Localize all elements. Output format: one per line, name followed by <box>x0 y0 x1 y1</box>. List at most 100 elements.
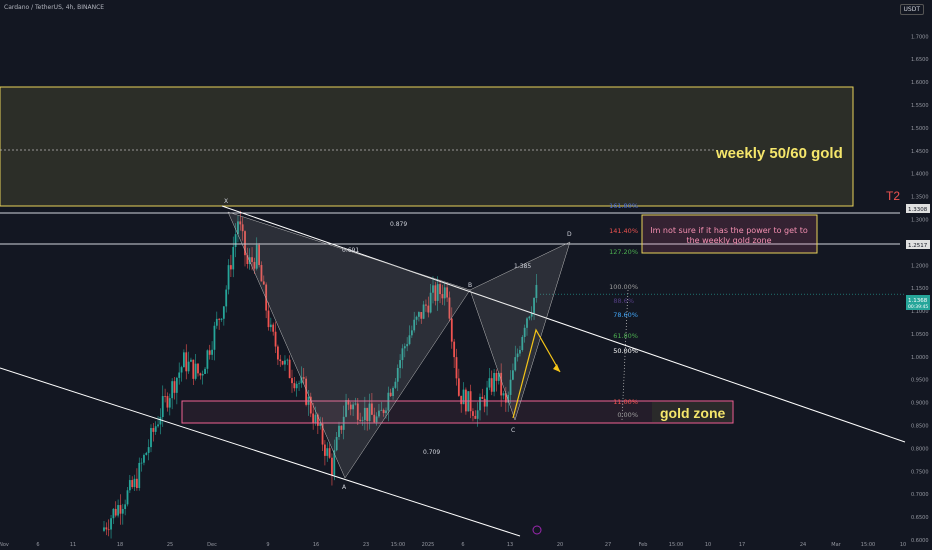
candle-body <box>295 383 298 389</box>
candle-body <box>225 289 228 307</box>
candle-body <box>112 508 115 519</box>
candle-body <box>352 404 354 410</box>
candle-body <box>187 361 190 372</box>
candle-body <box>136 478 138 489</box>
candle-body <box>380 409 383 411</box>
candle-body <box>124 504 127 509</box>
ratio-xd: 0.879 <box>390 221 407 228</box>
candle-body <box>324 444 326 456</box>
candle-body <box>133 478 136 488</box>
candle-body <box>239 221 242 225</box>
candle-body <box>373 414 376 423</box>
candle-body <box>436 284 439 301</box>
candle-body <box>140 462 143 464</box>
candle-body <box>361 420 364 421</box>
time-tick-18: 17 <box>739 542 745 548</box>
price-tick-19: 0.7500 <box>911 469 929 475</box>
projection-arrow <box>512 328 561 419</box>
candle-body <box>399 360 401 369</box>
candle-body <box>507 394 510 403</box>
candle-body <box>227 265 230 290</box>
candle-body <box>519 350 521 354</box>
candle-body <box>422 304 425 319</box>
gold-zone-label-box <box>652 402 732 422</box>
price-tick-17: 0.8500 <box>911 424 929 430</box>
candle-body <box>359 419 362 421</box>
candle-body <box>180 367 183 373</box>
candle-body <box>199 373 202 376</box>
candle-body <box>457 378 460 396</box>
candle-body <box>533 297 535 314</box>
time-tick-9: 15:00 <box>391 542 405 548</box>
candle-body <box>488 378 491 388</box>
candle-body <box>392 387 394 397</box>
candle-body <box>314 414 317 423</box>
upper-trendline <box>221 205 906 443</box>
time-axis[interactable]: Nov 6 11 18 25 Dec 9 16 23 15:00 2025 6 13 20 27 Feb 15:… <box>0 542 906 548</box>
price-tick-16: 0.9000 <box>911 401 929 407</box>
time-tick-19: 24 <box>800 542 806 548</box>
candle-body <box>121 508 124 514</box>
point-b: B <box>468 282 472 289</box>
candle-body <box>258 244 260 266</box>
candle-body <box>486 387 488 407</box>
candle-body <box>246 255 249 265</box>
candle-body <box>248 257 251 265</box>
candle-body <box>171 381 174 399</box>
time-tick-21: 15:00 <box>861 542 875 548</box>
time-tick-1: 6 <box>36 542 39 548</box>
candle-body <box>479 396 481 411</box>
time-tick-14: 27 <box>605 542 611 548</box>
candle-body <box>309 396 312 414</box>
projection-arrowhead <box>553 364 560 372</box>
candle-body <box>472 411 474 416</box>
candle-body <box>493 372 495 392</box>
candle-body <box>425 304 427 306</box>
candle-body <box>512 370 514 380</box>
symbol-header: Cardano / TetherUS, 4h, BINANCE <box>4 4 105 11</box>
time-tick-16: 15:00 <box>669 542 683 548</box>
weekly-zone-label: weekly 50/60 gold <box>715 145 843 162</box>
time-tick-13: 20 <box>557 542 563 548</box>
candle-body <box>286 359 289 361</box>
candle-body <box>363 407 366 421</box>
candle-body <box>335 437 338 451</box>
candle-body <box>460 395 463 405</box>
candle-body <box>371 403 373 415</box>
candle-body <box>159 417 162 425</box>
candle-body <box>152 428 155 432</box>
candle-body <box>211 349 213 355</box>
candle-body <box>251 257 253 262</box>
candle-body <box>234 234 237 247</box>
candle-body <box>154 426 157 432</box>
candle-body <box>495 372 498 381</box>
fib-0: 0.00% <box>617 411 638 419</box>
candle-body <box>190 359 192 362</box>
price-tag-2-bg <box>906 240 930 249</box>
price-tick-11: 1.1500 <box>911 286 929 292</box>
candle-body <box>453 341 456 358</box>
candle-body <box>126 490 129 505</box>
candle-body <box>284 360 286 365</box>
price-tick-15: 0.9500 <box>911 378 929 384</box>
candle-body <box>465 389 467 412</box>
currency-button[interactable]: USDT <box>899 4 924 15</box>
candle-body <box>462 389 465 405</box>
time-tick-2: 11 <box>70 542 76 548</box>
candle-body <box>429 292 432 313</box>
candle-body <box>157 424 159 427</box>
candle-body <box>483 398 486 407</box>
candle-body <box>178 372 181 378</box>
candles-layer <box>103 210 906 539</box>
price-tick-5: 1.4500 <box>911 149 929 155</box>
candle-body <box>277 346 279 360</box>
price-tick-3: 1.5500 <box>911 103 929 109</box>
event-marker[interactable] <box>532 525 542 535</box>
price-axis[interactable]: 1.7000 1.6500 1.6000 1.5500 1.5000 1.4500 1.40… <box>911 34 929 544</box>
price-tick-0: 1.7000 <box>911 34 929 40</box>
price-tick-22: 0.6000 <box>911 538 929 544</box>
candle-body <box>237 221 239 235</box>
candle-body <box>387 392 390 411</box>
candle-body <box>274 331 277 347</box>
